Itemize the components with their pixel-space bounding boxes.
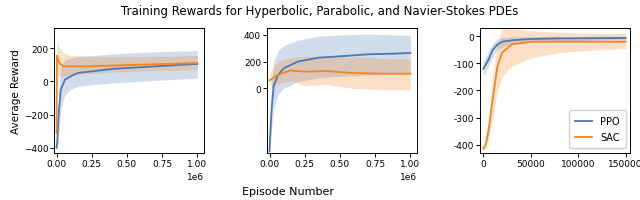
Line: SAC: SAC	[483, 42, 626, 149]
SAC	[479, 148, 487, 150]
SAC	[481, 146, 488, 149]
SAC	[485, 128, 493, 130]
SAC	[165, 63, 173, 66]
PPO	[489, 49, 497, 52]
PPO	[53, 142, 61, 144]
PPO	[109, 68, 116, 71]
Text: Training Rewards for Hyperbolic, Parabolic, and Navier-Stokes PDEs: Training Rewards for Hyperbolic, Parabol…	[122, 5, 518, 18]
PPO	[137, 67, 145, 69]
SAC	[493, 66, 501, 68]
PPO	[67, 76, 74, 78]
PPO	[294, 61, 301, 64]
PPO	[406, 52, 414, 55]
PPO	[508, 40, 516, 42]
SAC	[508, 44, 516, 46]
PPO	[556, 38, 563, 40]
PPO	[266, 134, 274, 137]
SAC	[556, 41, 563, 44]
PPO	[268, 108, 275, 110]
SAC	[266, 79, 274, 82]
PPO	[61, 79, 69, 81]
SAC	[622, 41, 630, 44]
PPO	[336, 56, 344, 58]
SAC	[54, 58, 61, 60]
Line: PPO: PPO	[483, 39, 626, 69]
PPO	[52, 147, 60, 149]
SAC	[489, 98, 497, 100]
PPO	[193, 63, 201, 66]
Line: SAC: SAC	[269, 71, 410, 81]
SAC	[378, 73, 386, 76]
SAC	[301, 71, 308, 74]
PPO	[527, 39, 534, 41]
PPO	[499, 41, 506, 44]
SAC	[271, 76, 279, 78]
SAC	[60, 66, 67, 68]
SAC	[193, 63, 201, 65]
PPO	[266, 150, 273, 153]
PPO	[622, 38, 630, 40]
PPO	[55, 114, 63, 116]
PPO	[74, 72, 81, 75]
SAC	[499, 52, 506, 54]
PPO	[493, 44, 501, 46]
SAC	[593, 41, 601, 44]
Legend: PPO, SAC: PPO, SAC	[569, 111, 625, 148]
PPO	[593, 38, 601, 40]
PPO	[270, 85, 278, 88]
SAC	[527, 41, 534, 44]
Line: PPO: PPO	[56, 65, 197, 148]
PPO	[88, 71, 95, 73]
SAC	[350, 72, 358, 75]
PPO	[274, 74, 282, 77]
PPO	[364, 54, 372, 56]
PPO	[315, 57, 323, 60]
SAC	[53, 55, 61, 57]
Text: Episode Number: Episode Number	[242, 186, 334, 196]
SAC	[56, 63, 63, 65]
SAC	[277, 73, 285, 76]
SAC	[322, 70, 330, 73]
SAC	[266, 80, 273, 82]
SAC	[67, 66, 74, 68]
Line: SAC: SAC	[56, 56, 197, 133]
Y-axis label: Average Reward: Average Reward	[11, 49, 20, 133]
SAC	[137, 64, 145, 67]
PPO	[479, 68, 487, 71]
SAC	[109, 65, 116, 67]
PPO	[165, 65, 173, 67]
SAC	[268, 78, 275, 81]
PPO	[392, 53, 400, 56]
PPO	[484, 60, 492, 63]
SAC	[52, 132, 60, 134]
SAC	[406, 73, 414, 76]
PPO	[280, 68, 287, 70]
PPO	[57, 89, 65, 91]
SAC	[483, 142, 490, 145]
Line: PPO: PPO	[269, 54, 410, 152]
SAC	[287, 70, 294, 72]
SAC	[81, 66, 88, 68]
